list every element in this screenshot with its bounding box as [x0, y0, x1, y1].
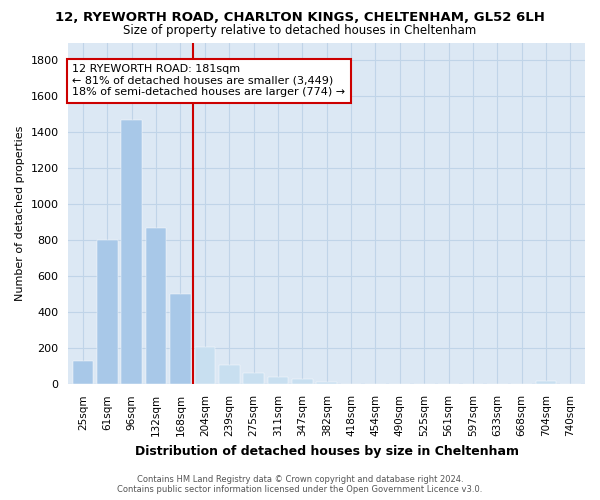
Bar [146, 228, 166, 384]
Bar [316, 382, 337, 384]
X-axis label: Distribution of detached houses by size in Cheltenham: Distribution of detached houses by size … [135, 444, 519, 458]
Bar [170, 294, 191, 384]
Bar [97, 240, 118, 384]
Bar [243, 372, 264, 384]
Text: Contains HM Land Registry data © Crown copyright and database right 2024.
Contai: Contains HM Land Registry data © Crown c… [118, 474, 482, 494]
Bar [268, 377, 289, 384]
Bar [536, 380, 556, 384]
Y-axis label: Number of detached properties: Number of detached properties [15, 126, 25, 301]
Bar [121, 120, 142, 384]
Bar [292, 379, 313, 384]
Text: Size of property relative to detached houses in Cheltenham: Size of property relative to detached ho… [124, 24, 476, 37]
Text: 12, RYEWORTH ROAD, CHARLTON KINGS, CHELTENHAM, GL52 6LH: 12, RYEWORTH ROAD, CHARLTON KINGS, CHELT… [55, 11, 545, 24]
Text: 12 RYEWORTH ROAD: 181sqm
← 81% of detached houses are smaller (3,449)
18% of sem: 12 RYEWORTH ROAD: 181sqm ← 81% of detach… [72, 64, 345, 98]
Bar [194, 346, 215, 385]
Bar [219, 366, 239, 384]
Bar [73, 361, 94, 384]
